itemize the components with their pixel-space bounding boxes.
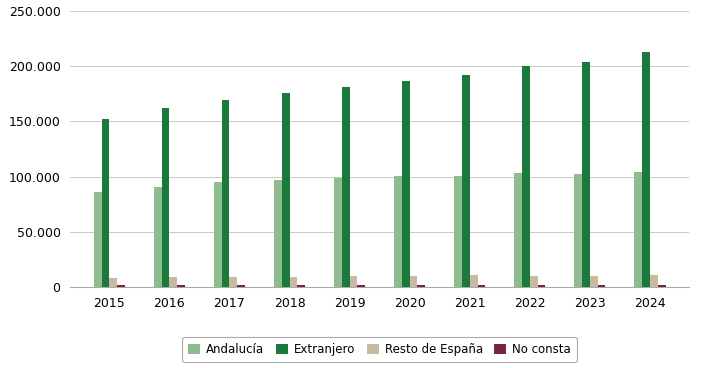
Bar <box>462 75 470 287</box>
Bar <box>117 286 125 287</box>
Bar <box>297 286 305 287</box>
Bar <box>538 286 546 287</box>
Bar <box>410 276 418 287</box>
Bar <box>177 285 185 287</box>
Bar <box>274 180 282 287</box>
Bar <box>598 286 605 287</box>
Bar <box>110 278 117 287</box>
Bar <box>402 81 410 287</box>
Bar <box>590 276 598 287</box>
Bar <box>582 62 590 287</box>
Bar <box>530 276 538 287</box>
Bar <box>214 182 221 287</box>
Bar <box>650 275 658 287</box>
Bar <box>282 93 290 287</box>
Bar <box>470 275 477 287</box>
Bar <box>349 276 357 287</box>
Legend: Andalucía, Extranjero, Resto de España, No consta: Andalucía, Extranjero, Resto de España, … <box>182 337 577 362</box>
Bar <box>221 100 229 287</box>
Bar <box>394 176 402 287</box>
Bar <box>229 277 238 287</box>
Bar <box>522 66 530 287</box>
Bar <box>101 119 110 287</box>
Bar <box>169 277 177 287</box>
Bar <box>342 87 349 287</box>
Bar <box>634 172 642 287</box>
Bar <box>642 52 650 287</box>
Bar <box>290 277 297 287</box>
Bar <box>154 187 162 287</box>
Bar <box>357 286 365 287</box>
Bar <box>418 286 425 287</box>
Bar <box>514 173 522 287</box>
Bar <box>162 108 169 287</box>
Bar <box>93 192 101 287</box>
Bar <box>238 285 245 287</box>
Bar <box>334 178 342 287</box>
Bar <box>454 176 462 287</box>
Bar <box>477 286 485 287</box>
Bar <box>658 285 666 287</box>
Bar <box>574 174 582 287</box>
